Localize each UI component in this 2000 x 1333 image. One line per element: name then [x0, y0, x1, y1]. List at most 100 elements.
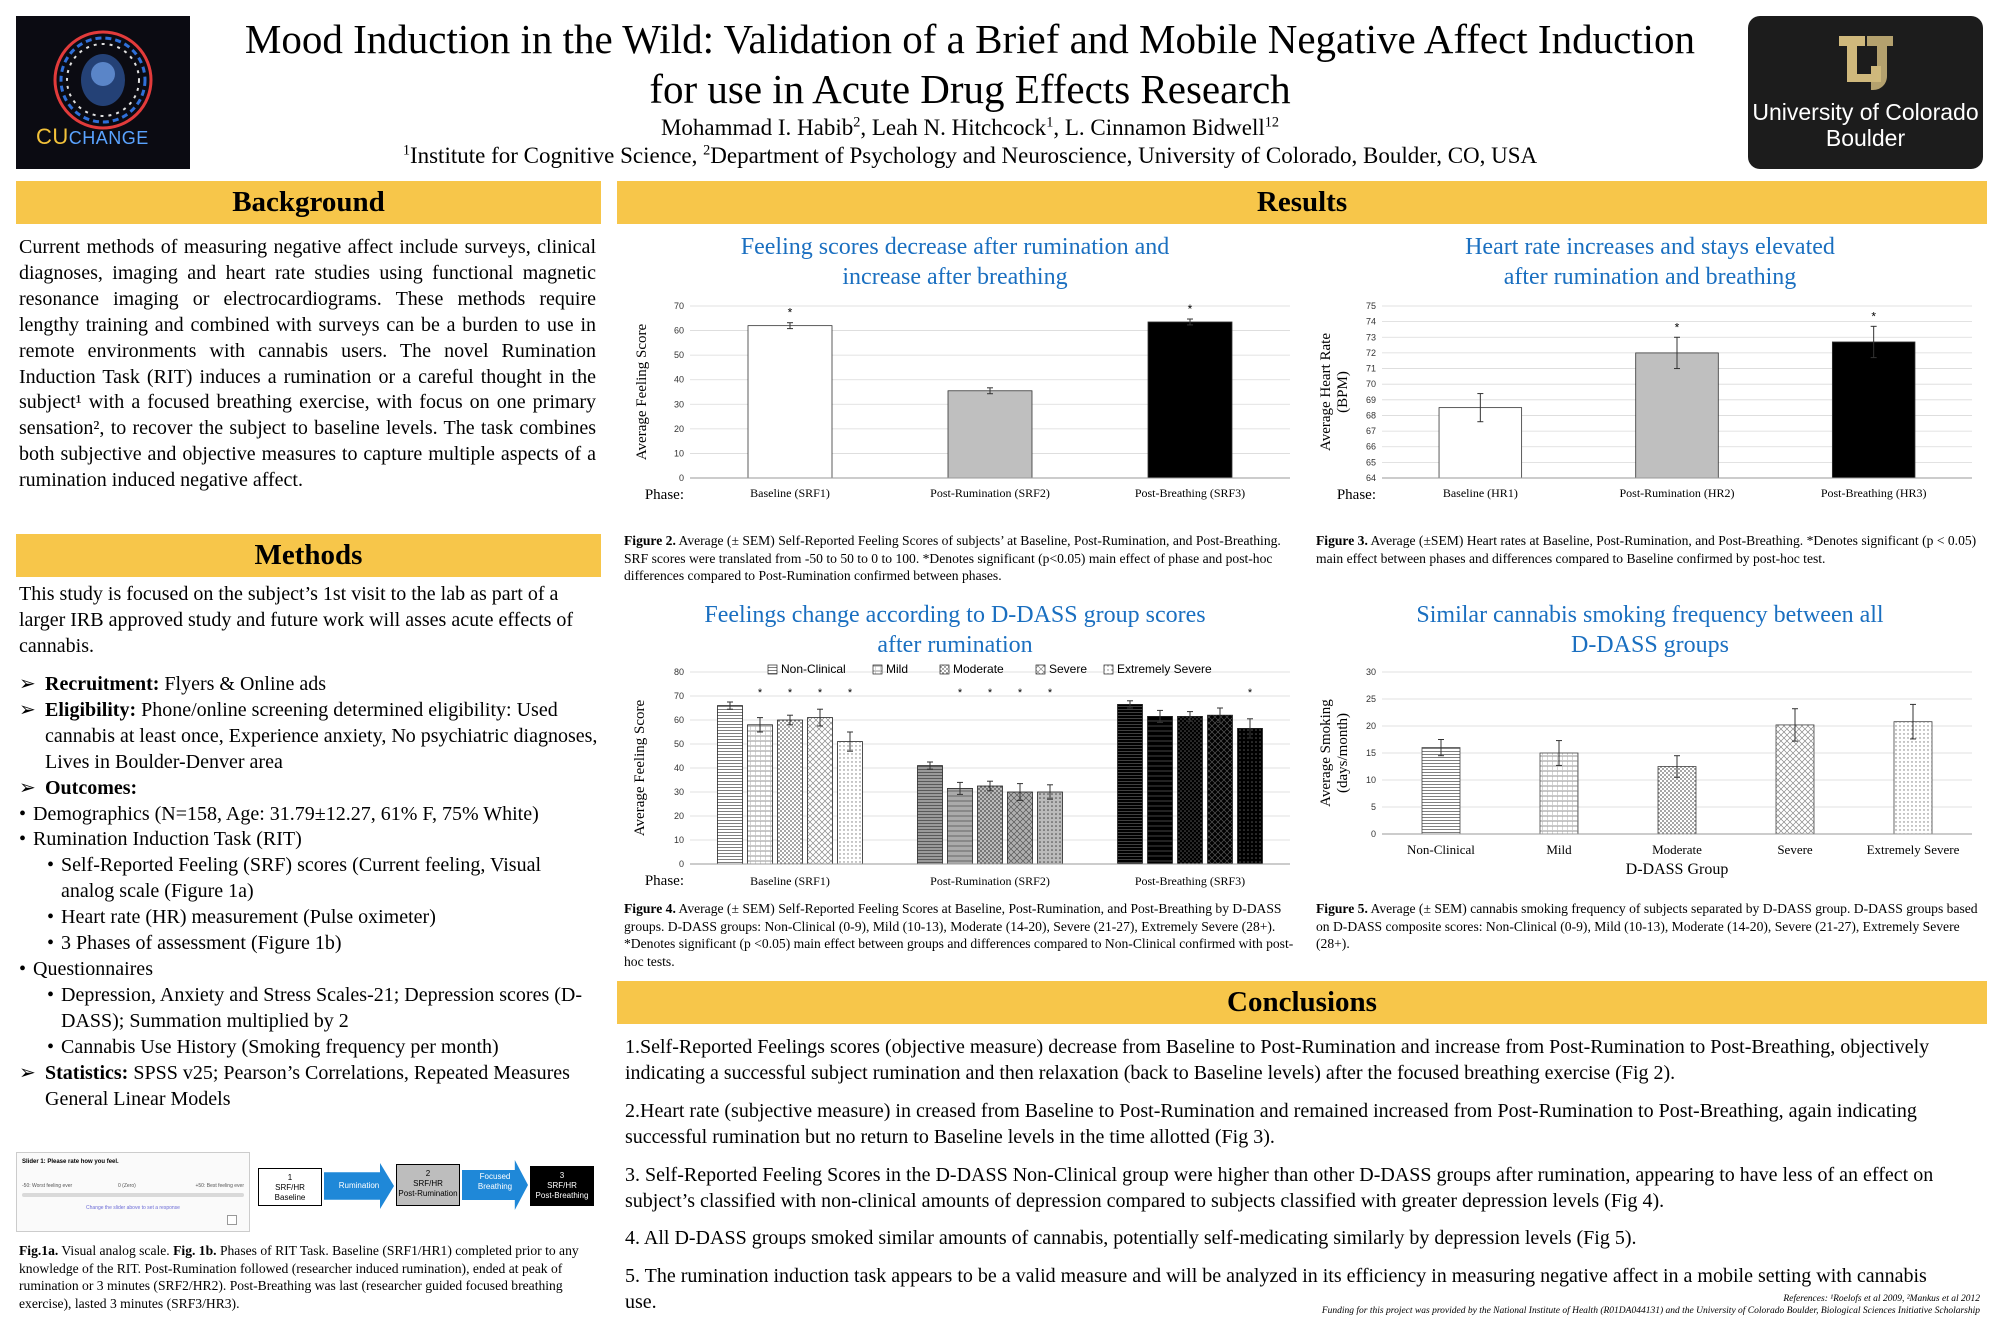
significance-marker: * [848, 687, 853, 699]
phase-number: 2 [425, 1169, 431, 1178]
bar [807, 717, 833, 865]
smoking-frequency-chart: 0 5 10 15 20 25 30 Non-Clinical Mild Moderate Seve… [1318, 667, 1972, 878]
bar [947, 787, 973, 865]
bullet-icon: • [47, 1035, 55, 1058]
bar [1007, 791, 1033, 865]
y-tick-label: 30 [674, 787, 684, 797]
legend-swatch [767, 664, 778, 675]
phase-box-post-breathing: 3 SRF/HR Post-Breathing [530, 1166, 594, 1206]
caption-text: Visual analog scale. [58, 1243, 174, 1258]
legend-label: Extremely Severe [1117, 662, 1212, 676]
phase-number: 3 [559, 1171, 565, 1180]
methods-item-text: Flyers & Online ads [159, 673, 327, 695]
vas-left-label: -50: Worst feeling ever [22, 1183, 73, 1189]
methods-item-label: Recruitment: [45, 673, 160, 695]
conclusion-item: 3. Self-Reported Feeling Scores in the D… [625, 1163, 1934, 1212]
caption-label: Fig.1a. [19, 1243, 59, 1258]
author-affil-sup: 12 [1264, 114, 1280, 131]
y-tick-label: 0 [679, 859, 684, 869]
methods-list: ➢ Recruitment: Flyers & Online ads ➢ Eligib… [19, 672, 599, 1112]
y-tick-label: 60 [674, 715, 684, 725]
methods-list-item: ➢ Eligibility: Phone/online screening det… [19, 698, 599, 776]
bar [1539, 752, 1579, 835]
caption-text: Average (± SEM) Self-Reported Feeling Sc… [624, 533, 1281, 583]
significance-marker: * [958, 687, 963, 699]
legend-swatch [1103, 664, 1114, 675]
author-name: , L. Cinnamon Bidwell [1053, 115, 1265, 140]
caption-label: Figure 3. [1316, 533, 1368, 548]
arrow-label: Focused Breathing [477, 1172, 513, 1191]
y-axis-label: Average Heart Rate(BPM) [1318, 333, 1351, 451]
bar [747, 325, 833, 479]
legend-swatch [872, 664, 883, 675]
figure3-title: Heart rate increases and stays elevated … [1325, 232, 1975, 292]
methods-item-text: Phone/online screening determined eligib… [45, 698, 598, 773]
significance-marker: * [788, 687, 793, 699]
bar [747, 724, 773, 865]
significance-marker: * [818, 687, 823, 699]
rit-phases-flow: 1 SRF/HR Baseline Rumination 2 SRF/HR Po… [258, 1160, 598, 1222]
bar [1147, 321, 1233, 479]
y-tick-label: 10 [674, 448, 684, 458]
x-tick-label: Non-Clinical [1407, 842, 1475, 857]
significance-marker: * [988, 687, 993, 699]
phase-label: Baseline [274, 1193, 306, 1202]
figure5-caption: Figure 5. Average (± SEM) cannabis smoki… [1316, 900, 1982, 953]
y-tick-label: 30 [1366, 667, 1376, 677]
figure2-title: Feeling scores decrease after rumination… [630, 232, 1280, 292]
author-name: Mohammad I. Habib [660, 115, 854, 140]
x-tick-label: Extremely Severe [1867, 842, 1960, 857]
y-tick-label: 40 [674, 763, 684, 773]
cuchange-logo: CUCHANGE [16, 16, 190, 169]
title-line: Similar cannabis smoking frequency betwe… [1416, 602, 1884, 628]
x-tick-label: Moderate [1652, 842, 1702, 857]
legend-label: Mild [886, 662, 908, 676]
y-tick-label: 60 [674, 326, 684, 336]
conclusion-item: 2.Heart rate (subjective measure) in cre… [625, 1099, 1917, 1148]
arrow-bullet-icon: ➢ [19, 673, 36, 695]
y-tick-label: 50 [674, 739, 684, 749]
methods-list-item: • Self-Reported Feeling (SRF) scores (Cur… [19, 853, 599, 905]
methods-heading: Methods [16, 534, 601, 577]
significance-marker: * [1248, 687, 1253, 699]
methods-item-text: Demographics (N=158, Age: 31.79±12.27, 6… [33, 802, 539, 825]
methods-item-text: Questionnaires [33, 957, 153, 980]
y-tick-label: 70 [674, 691, 684, 701]
x-tick-label: Post-Rumination (SRF2) [930, 486, 1050, 500]
bullet-icon: • [47, 854, 55, 877]
footnotes: References: ¹Roelofs et al 2009, ²Mankus… [1000, 1294, 1980, 1317]
methods-list-item: ➢ Statistics: SPSS v25; Pearson’s Correla… [19, 1061, 599, 1113]
methods-list-item: • Rumination Induction Task (RIT) [19, 827, 599, 853]
methods-list-item: • Questionnaires [19, 957, 599, 983]
methods-item-text: Rumination Induction Task (RIT) [33, 828, 302, 851]
y-tick-label: 25 [1366, 694, 1376, 704]
x-tick-label: Baseline (HR1) [1443, 486, 1518, 500]
bar [1037, 791, 1063, 865]
bar [1207, 714, 1233, 865]
funding-note: Funding for this project was provided by… [1321, 1305, 1980, 1316]
methods-item-text: Cannabis Use History (Smoking frequency … [61, 1035, 499, 1058]
conclusion-item: 1.Self-Reported Feelings scores (objecti… [625, 1036, 1930, 1084]
arrow-rumination: Rumination [324, 1163, 394, 1209]
y-tick-label: 5 [1371, 802, 1376, 812]
arrow-focused-breathing: Focused Breathing [462, 1160, 528, 1210]
methods-list-item: • Heart rate (HR) measurement (Pulse oxim… [19, 905, 599, 931]
conclusion-item: 5. The rumination induction task appears… [625, 1265, 1927, 1314]
caption-text: Average (± SEM) Self-Reported Feeling Sc… [624, 901, 1294, 969]
methods-list-item: ➢ Outcomes: [19, 776, 599, 802]
y-tick-label: 0 [1371, 829, 1376, 839]
bar [947, 390, 1033, 479]
caption-label: Figure 4. [624, 901, 676, 916]
bar [1421, 747, 1461, 835]
vas-right-label: +50: Best feeling ever [195, 1183, 244, 1189]
x-tick-label: Post-Breathing (SRF3) [1135, 874, 1245, 888]
arrow-bullet-icon: ➢ [19, 698, 36, 721]
y-tick-label: 64 [1366, 473, 1376, 483]
y-tick-label: 66 [1366, 442, 1376, 452]
y-tick-label: 73 [1366, 332, 1376, 342]
cu-logo-line1: University of Colorado [1752, 99, 1979, 125]
significance-marker: * [788, 306, 793, 320]
methods-item-text: Self-Reported Feeling (SRF) scores (Curr… [61, 854, 541, 903]
vas-slider-track[interactable] [22, 1193, 244, 1197]
vas-next-button[interactable] [227, 1215, 237, 1225]
